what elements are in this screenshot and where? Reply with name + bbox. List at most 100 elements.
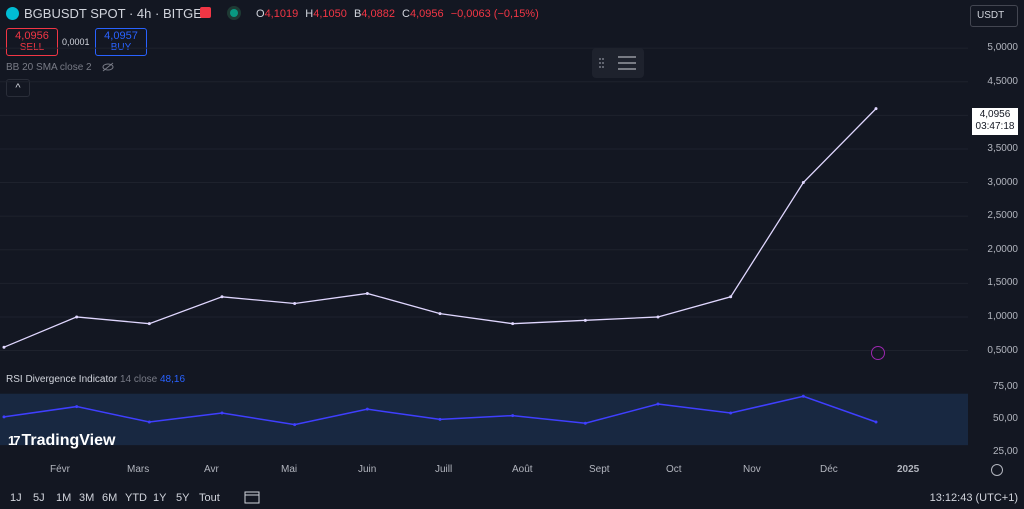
buy-price: 4,0957 [104, 30, 138, 42]
rsi-point [874, 420, 878, 424]
rsi-axis-label: 75,00 [992, 381, 1018, 393]
flash-icon[interactable] [871, 346, 885, 360]
rsi-legend[interactable]: RSI Divergence Indicator 14 close 48,16 [6, 374, 185, 385]
hide-eye-icon[interactable] [102, 62, 114, 72]
calendar-icon[interactable] [244, 490, 260, 504]
drawing-toolbar-handle[interactable] [592, 48, 644, 78]
buy-button[interactable]: 4,0957 BUY [95, 28, 147, 56]
ohlc-close-key: C [402, 8, 410, 20]
ohlc-change: −0,0063 (−0,15%) [450, 8, 539, 20]
price-axis-label: 2,0000 [987, 243, 1018, 255]
ohlc-close-value: 4,0956 [409, 8, 444, 20]
rsi-point [2, 415, 6, 419]
ohlc-high-key: H [305, 8, 314, 20]
header: BGBUSDT SPOT · 4h · BITGET O4,1019 H4,10… [0, 0, 1024, 28]
price-point [75, 315, 79, 319]
time-axis-label: Févr [50, 464, 70, 475]
collapse-legend-button[interactable]: ^ [6, 79, 30, 97]
rsi-point [365, 407, 369, 411]
rsi-point [511, 414, 515, 418]
range-button[interactable]: 3M [79, 492, 95, 504]
rsi-axis[interactable]: 75,00 50,00 25,00 [968, 368, 1024, 458]
price-point [438, 312, 442, 316]
price-axis-label: 1,0000 [987, 310, 1018, 322]
logo-text: TradingView [21, 432, 116, 449]
last-price-tag: 4,0956 03:47:18 [972, 108, 1018, 135]
price-point [729, 295, 733, 299]
price-axis-label: 5,0000 [987, 42, 1018, 54]
price-axis-label: 3,0000 [987, 176, 1018, 188]
price-point [511, 322, 515, 326]
alert-icon[interactable] [200, 7, 211, 18]
sell-button[interactable]: 4,0956 SELL [6, 28, 58, 56]
time-axis-label: Oct [666, 464, 682, 475]
bb-indicator-label[interactable]: BB 20 SMA close 2 [6, 62, 92, 73]
settings-icon[interactable] [991, 464, 1003, 476]
price-point [656, 315, 660, 319]
time-axis-label: Nov [743, 464, 761, 475]
sell-price: 4,0956 [15, 30, 49, 42]
market-status-icon [230, 9, 238, 17]
menu-lines-icon [599, 56, 636, 70]
price-axis-label: 1,5000 [987, 277, 1018, 289]
price-point [874, 107, 878, 111]
sell-label: SELL [19, 42, 45, 53]
price-point [583, 318, 587, 322]
price-chart[interactable] [0, 28, 968, 364]
price-point [220, 295, 224, 299]
bottom-toolbar: 1J 5J 1M 3M 6M YTD 1Y 5Y Tout 13:12:43 (UTC+1) [0, 484, 1024, 509]
range-button[interactable]: 5Y [176, 492, 190, 504]
range-button[interactable]: 5J [33, 492, 45, 504]
ohlc-high-value: 4,1050 [313, 8, 347, 20]
price-point [365, 291, 369, 295]
rsi-axis-label: 50,00 [992, 413, 1018, 425]
rsi-params: 14 close [119, 374, 158, 385]
currency-select[interactable]: USDT [970, 5, 1018, 27]
time-axis-label: Août [512, 464, 533, 475]
spread-value: 0,0001 [62, 37, 90, 47]
price-point [147, 322, 151, 326]
ohlc-low-value: 4,0882 [361, 8, 395, 20]
range-button[interactable]: 1M [56, 492, 72, 504]
time-axis-label: Mai [281, 464, 298, 475]
time-axis-label: 2025 [897, 464, 920, 475]
price-axis-label: 4,5000 [987, 75, 1018, 87]
range-button[interactable]: Tout [199, 492, 220, 504]
time-axis-label: Avr [204, 464, 219, 475]
coin-icon [6, 7, 19, 20]
symbol-title[interactable]: BGBUSDT SPOT · 4h · BITGET [24, 6, 210, 21]
rsi-value: 48,16 [159, 374, 186, 385]
price-axis-label: 0,5000 [987, 344, 1018, 356]
price-point [801, 181, 805, 185]
time-axis-label: Juin [358, 464, 377, 475]
range-button[interactable]: 6M [102, 492, 118, 504]
time-axis-label: Sept [589, 464, 610, 475]
range-button[interactable]: 1J [10, 492, 22, 504]
rsi-point [656, 402, 660, 406]
price-axis-label: 3,5000 [987, 142, 1018, 154]
ohlc-open-value: 4,1019 [264, 8, 299, 20]
range-button[interactable]: YTD [125, 492, 147, 504]
price-axis-label: 2,5000 [987, 210, 1018, 222]
clock[interactable]: 13:12:43 (UTC+1) [929, 492, 1018, 504]
rsi-point [75, 405, 79, 409]
ohlc-readout: O4,1019 H4,1050 B4,0882 C4,0956 −0,0063 … [256, 8, 543, 20]
ohlc-low-key: B [353, 8, 362, 20]
range-button[interactable]: 1Y [153, 492, 167, 504]
rsi-chart[interactable] [0, 368, 968, 458]
rsi-point [438, 417, 442, 421]
bar-countdown: 03:47:18 [975, 121, 1015, 132]
rsi-point [583, 421, 587, 425]
rsi-point [729, 411, 733, 415]
rsi-points [2, 394, 878, 427]
price-point [293, 302, 297, 306]
price-point [2, 345, 6, 349]
rsi-axis-label: 25,00 [992, 445, 1018, 457]
rsi-point [293, 423, 297, 427]
ohlc-open-key: O [256, 8, 265, 20]
price-axis[interactable]: 5,00004,50004,00003,50003,00002,50002,00… [968, 28, 1024, 364]
time-axis-label: Mars [127, 464, 150, 475]
rsi-band [0, 393, 968, 446]
rsi-point [801, 394, 805, 398]
last-price: 4,0956 [979, 109, 1011, 120]
